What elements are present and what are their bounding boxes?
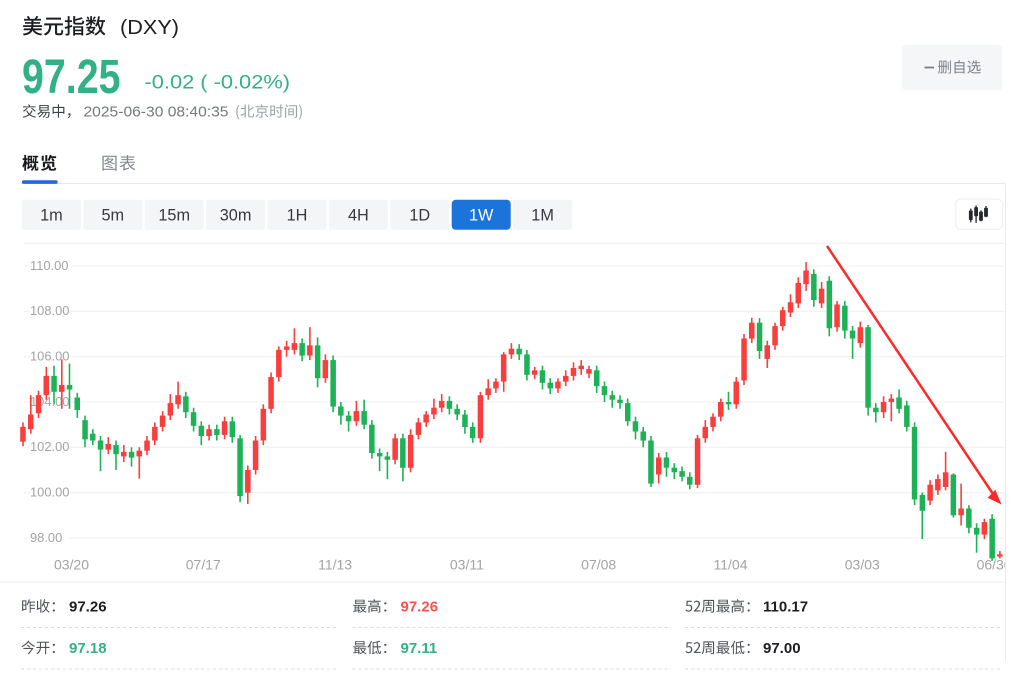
svg-text:110.17: 110.17: [763, 599, 808, 616]
svg-text:1H: 1H: [287, 206, 308, 224]
svg-text:97.11: 97.11: [401, 640, 438, 657]
svg-text:1W: 1W: [469, 206, 494, 224]
svg-text:11/13: 11/13: [318, 557, 352, 573]
svg-text:07/08: 07/08: [581, 557, 616, 573]
svg-text:97.25: 97.25: [22, 51, 121, 104]
svg-text:03/03: 03/03: [845, 557, 880, 573]
svg-text:97.00: 97.00: [763, 640, 801, 657]
svg-text:03/11: 03/11: [450, 557, 484, 573]
svg-text:(DXY): (DXY): [120, 16, 179, 39]
svg-text:1D: 1D: [409, 206, 430, 224]
svg-text:03/20: 03/20: [54, 557, 89, 573]
svg-text:1M: 1M: [531, 206, 554, 224]
svg-text:4H: 4H: [348, 206, 369, 224]
svg-text:102.00: 102.00: [30, 439, 69, 454]
svg-text:106.00: 106.00: [30, 349, 69, 364]
svg-text:110.00: 110.00: [30, 258, 68, 273]
svg-text:100.00: 100.00: [30, 485, 69, 500]
svg-text:15m: 15m: [158, 206, 190, 224]
svg-text:11/04: 11/04: [714, 557, 748, 573]
svg-text:97.26: 97.26: [401, 599, 439, 616]
svg-text:5m: 5m: [101, 206, 124, 224]
svg-text:98.00: 98.00: [30, 530, 62, 545]
svg-text:2025-06-30 08:40:35: 2025-06-30 08:40:35: [84, 105, 229, 121]
svg-text:97.18: 97.18: [69, 640, 107, 657]
svg-text:108.00: 108.00: [30, 303, 69, 318]
svg-text:1m: 1m: [40, 206, 63, 224]
svg-text:-0.02 ( -0.02%): -0.02 ( -0.02%): [145, 72, 291, 93]
svg-text:06/30: 06/30: [977, 557, 1012, 573]
svg-text:07/17: 07/17: [186, 557, 221, 573]
svg-text:30m: 30m: [220, 206, 252, 224]
svg-text:97.26: 97.26: [69, 599, 107, 616]
